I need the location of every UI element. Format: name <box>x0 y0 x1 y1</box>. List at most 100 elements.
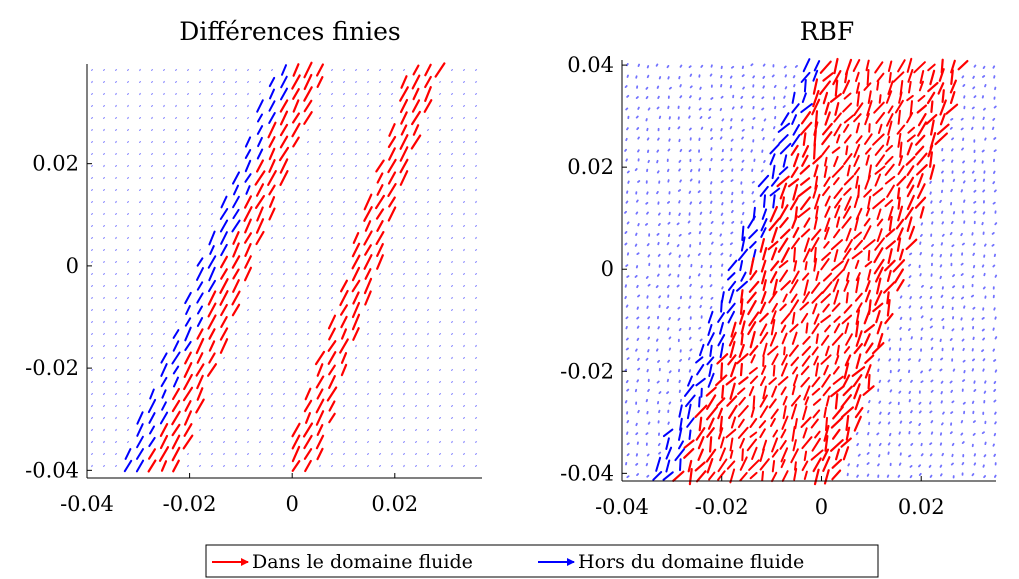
quiver-arrow <box>475 117 477 119</box>
quiver-arrow <box>315 410 325 426</box>
quiver-arrow <box>760 169 764 173</box>
quiver-arrow <box>207 363 217 377</box>
quiver-arrow <box>451 453 453 455</box>
quiver-arrow <box>694 461 706 472</box>
quiver-arrow <box>779 439 787 450</box>
quiver-arrow <box>187 465 189 467</box>
quiver-arrow <box>960 317 963 321</box>
quiver-arrow <box>729 75 733 79</box>
quiver-arrow <box>993 399 997 403</box>
quiver-arrow <box>930 431 934 435</box>
quiver-arrow <box>721 384 725 399</box>
quiver-arrow <box>720 212 724 216</box>
quiver-arrow <box>896 187 901 200</box>
quiver-arrow <box>259 333 261 335</box>
quiver-arrow <box>803 470 808 480</box>
quiver-arrow <box>175 69 177 71</box>
quiver-arrow <box>739 456 748 471</box>
quiver-arrow <box>667 76 670 80</box>
quiver-arrow <box>981 149 985 153</box>
quiver-arrow <box>994 274 998 278</box>
quiver-arrow <box>645 222 648 226</box>
quiver-arrow <box>656 232 660 236</box>
quiver-arrow <box>950 411 954 415</box>
quiver-arrow <box>223 381 225 383</box>
quiver-arrow <box>841 314 853 325</box>
quiver-arrow <box>127 393 129 395</box>
x-tick-label: -0.02 <box>163 492 217 516</box>
quiver-arrow <box>307 333 309 335</box>
quiver-arrow <box>624 368 628 372</box>
quiver-arrow <box>770 310 777 325</box>
quiver-arrow <box>972 242 976 246</box>
quiver-arrow <box>931 243 934 247</box>
quiver-arrow <box>115 369 117 371</box>
quiver-arrow <box>415 261 417 263</box>
quiver-arrow <box>812 142 817 160</box>
quiver-arrow <box>658 451 662 455</box>
quiver-arrow <box>319 93 321 95</box>
quiver-arrow <box>831 165 844 178</box>
quiver-arrow <box>127 321 129 323</box>
quiver-arrow <box>103 357 105 359</box>
quiver-arrow <box>355 357 357 359</box>
quiver-arrow <box>844 70 849 84</box>
quiver-arrow <box>403 321 405 323</box>
quiver-arrow <box>657 137 660 141</box>
quiver-arrow <box>427 249 429 251</box>
quiver-arrow <box>391 285 393 287</box>
quiver-arrow <box>232 242 240 258</box>
quiver-arrow <box>103 405 105 407</box>
quiver-arrow <box>845 145 849 156</box>
quiver-arrow <box>391 357 393 359</box>
quiver-arrow <box>220 243 228 257</box>
quiver-arrow <box>719 436 725 449</box>
quiver-arrow <box>729 468 736 484</box>
quiver-arrow <box>115 357 117 359</box>
quiver-arrow <box>805 322 809 334</box>
quiver-arrow <box>427 417 429 419</box>
quiver-arrow <box>139 369 141 371</box>
quiver-arrow <box>918 472 922 477</box>
quiver-arrow <box>175 297 177 299</box>
quiver-arrow <box>931 253 934 257</box>
quiver-arrow <box>940 294 944 298</box>
quiver-arrow <box>779 142 792 155</box>
quiver-arrow <box>163 297 165 299</box>
quiver-arrow <box>187 93 189 95</box>
quiver-arrow <box>668 347 672 351</box>
quiver-arrow <box>331 285 333 287</box>
quiver-arrow <box>910 336 913 340</box>
quiver-arrow <box>103 69 105 71</box>
quiver-arrow <box>626 453 630 457</box>
quiver-arrow <box>720 75 723 79</box>
quiver-arrow <box>367 369 369 371</box>
quiver-arrow <box>283 369 285 371</box>
quiver-arrow <box>747 321 757 336</box>
quiver-arrow <box>355 177 357 179</box>
quiver-arrow <box>343 129 345 131</box>
quiver-arrow <box>801 345 812 356</box>
quiver-arrow <box>801 436 813 450</box>
quiver-arrow <box>247 429 249 431</box>
quiver-arrow <box>364 220 372 232</box>
quiver-arrow <box>187 201 189 203</box>
quiver-arrow <box>391 381 393 383</box>
quiver-arrow <box>741 136 744 140</box>
quiver-arrow <box>855 309 861 325</box>
quiver-arrow <box>906 134 916 143</box>
quiver-arrow <box>636 379 639 383</box>
quiver-arrow <box>159 423 169 437</box>
quiver-arrow <box>800 228 811 238</box>
quiver-arrow <box>175 321 177 323</box>
quiver-arrow <box>647 388 650 393</box>
quiver-arrow <box>769 271 778 284</box>
quiver-arrow <box>139 381 141 383</box>
quiver-arrow <box>790 144 799 156</box>
quiver-arrow <box>367 129 369 131</box>
quiver-arrow <box>688 65 692 69</box>
quiver-arrow <box>973 178 977 183</box>
quiver-arrow <box>424 85 432 103</box>
quiver-arrow <box>199 93 201 95</box>
quiver-arrow <box>992 65 996 69</box>
